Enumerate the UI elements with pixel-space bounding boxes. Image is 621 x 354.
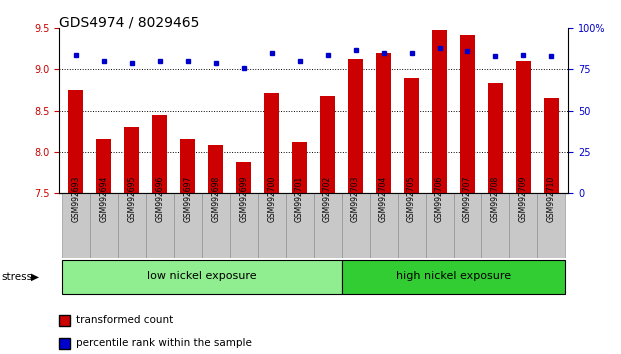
Bar (292, 142, 307, 193)
Bar (404, 78, 419, 193)
Text: percentile rank within the sample: percentile rank within the sample (76, 338, 252, 348)
Text: GSM992695: GSM992695 (127, 176, 136, 222)
FancyBboxPatch shape (174, 193, 202, 258)
Bar (264, 92, 279, 193)
Text: GSM992703: GSM992703 (351, 176, 360, 222)
Bar (487, 84, 503, 193)
Text: GSM992704: GSM992704 (379, 176, 388, 222)
FancyBboxPatch shape (230, 193, 258, 258)
Text: GSM992696: GSM992696 (155, 176, 164, 222)
Text: GSM992694: GSM992694 (99, 176, 108, 222)
FancyBboxPatch shape (286, 193, 314, 258)
Bar (68, 90, 83, 193)
FancyBboxPatch shape (118, 193, 146, 258)
Text: low nickel exposure: low nickel exposure (147, 271, 256, 281)
Bar (432, 30, 447, 193)
Text: stress: stress (1, 272, 32, 282)
Bar (96, 139, 111, 193)
Text: GDS4974 / 8029465: GDS4974 / 8029465 (59, 16, 199, 30)
Bar (376, 53, 391, 193)
Bar (152, 115, 168, 193)
Text: GSM992709: GSM992709 (519, 176, 528, 222)
Text: GSM992705: GSM992705 (407, 176, 416, 222)
Text: GSM992708: GSM992708 (491, 176, 500, 222)
Text: GSM992699: GSM992699 (239, 176, 248, 222)
FancyBboxPatch shape (90, 193, 118, 258)
FancyBboxPatch shape (425, 193, 453, 258)
FancyBboxPatch shape (509, 193, 537, 258)
Bar (460, 35, 475, 193)
Bar (180, 139, 196, 193)
Text: GSM992693: GSM992693 (71, 176, 80, 222)
Bar (320, 96, 335, 193)
FancyBboxPatch shape (342, 260, 565, 294)
Text: GSM992707: GSM992707 (463, 176, 472, 222)
Bar (124, 127, 140, 193)
Bar (236, 162, 252, 193)
FancyBboxPatch shape (258, 193, 286, 258)
Bar (208, 145, 224, 193)
Text: high nickel exposure: high nickel exposure (396, 271, 511, 281)
Bar (348, 59, 363, 193)
Text: GSM992702: GSM992702 (323, 176, 332, 222)
FancyBboxPatch shape (369, 193, 397, 258)
Bar (544, 98, 559, 193)
FancyBboxPatch shape (62, 193, 90, 258)
Text: GSM992710: GSM992710 (547, 176, 556, 222)
Text: GSM992706: GSM992706 (435, 176, 444, 222)
FancyBboxPatch shape (537, 193, 565, 258)
Text: GSM992697: GSM992697 (183, 176, 192, 222)
FancyBboxPatch shape (453, 193, 481, 258)
Bar (516, 61, 531, 193)
FancyBboxPatch shape (146, 193, 174, 258)
Text: GSM992701: GSM992701 (295, 176, 304, 222)
Text: transformed count: transformed count (76, 315, 174, 325)
FancyBboxPatch shape (342, 193, 369, 258)
Text: GSM992700: GSM992700 (267, 176, 276, 222)
FancyBboxPatch shape (202, 193, 230, 258)
Text: ▶: ▶ (31, 272, 39, 282)
FancyBboxPatch shape (314, 193, 342, 258)
FancyBboxPatch shape (62, 260, 342, 294)
FancyBboxPatch shape (481, 193, 509, 258)
Text: GSM992698: GSM992698 (211, 176, 220, 222)
FancyBboxPatch shape (397, 193, 425, 258)
